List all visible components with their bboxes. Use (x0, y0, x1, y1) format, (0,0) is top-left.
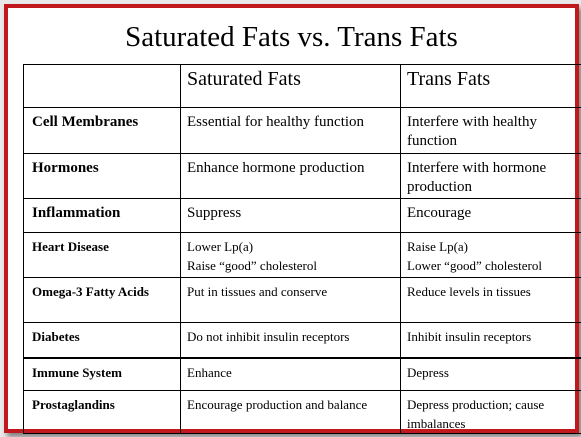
trans-line: Raise Lp(a) (407, 239, 469, 254)
table-row: Cell Membranes Essential for healthy fun… (23, 107, 581, 154)
trans-cell: Inhibit insulin receptors (400, 322, 581, 358)
saturated-line: Lower Lp(a) (187, 239, 254, 254)
trans-cell: Raise Lp(a) Lower “good” cholesterol (400, 232, 581, 278)
row-label-prostaglandins: Prostaglandins (23, 390, 181, 434)
saturated-cell: Do not inhibit insulin receptors (180, 322, 401, 358)
header-saturated-fats: Saturated Fats (180, 64, 401, 108)
saturated-cell: Encourage production and balance (180, 390, 401, 434)
trans-cell: Interfere with healthy function (400, 107, 581, 154)
table-row: Omega-3 Fatty Acids Put in tissues and c… (23, 277, 581, 323)
trans-cell: Depress (400, 356, 581, 391)
trans-cell: Reduce levels in tissues (400, 277, 581, 323)
table-row: Prostaglandins Encourage production and … (23, 390, 581, 434)
row-label-inflammation: Inflammation (23, 198, 181, 233)
trans-cell: Encourage (400, 198, 581, 233)
table-header-row: Saturated Fats Trans Fats (23, 64, 581, 108)
trans-cell: Depress production; cause imbalances (400, 390, 581, 434)
table-row: Immune System Enhance Depress (23, 356, 581, 391)
saturated-cell: Put in tissues and conserve (180, 277, 401, 323)
comparison-table: Saturated Fats Trans Fats Cell Membranes… (23, 64, 581, 434)
row-label-omega-3: Omega-3 Fatty Acids (23, 277, 181, 323)
row-label-diabetes: Diabetes (23, 322, 181, 358)
saturated-cell: Lower Lp(a) Raise “good” cholesterol (180, 232, 401, 278)
row-label-cell-membranes: Cell Membranes (23, 107, 181, 154)
trans-line: Lower “good” cholesterol (407, 258, 543, 273)
table-row: Hormones Enhance hormone production Inte… (23, 153, 581, 199)
slide-title: Saturated Fats vs. Trans Fats (125, 21, 458, 53)
saturated-line: Raise “good” cholesterol (187, 258, 317, 273)
row-label-hormones: Hormones (23, 153, 181, 199)
row-label-immune-system: Immune System (23, 356, 181, 391)
table-row: Heart Disease Lower Lp(a) Raise “good” c… (23, 232, 581, 278)
row-label-heart-disease: Heart Disease (23, 232, 181, 278)
saturated-cell: Enhance hormone production (180, 153, 401, 199)
table-row: Diabetes Do not inhibit insulin receptor… (23, 322, 581, 358)
saturated-cell: Suppress (180, 198, 401, 233)
table-row: Inflammation Suppress Encourage (23, 198, 581, 233)
saturated-cell: Essential for healthy function (180, 107, 401, 154)
slide-frame: Saturated Fats vs. Trans Fats Saturated … (4, 4, 581, 434)
header-empty-cell (23, 64, 181, 108)
header-trans-fats: Trans Fats (400, 64, 581, 108)
saturated-cell: Enhance (180, 356, 401, 391)
trans-cell: Interfere with hormone production (400, 153, 581, 199)
